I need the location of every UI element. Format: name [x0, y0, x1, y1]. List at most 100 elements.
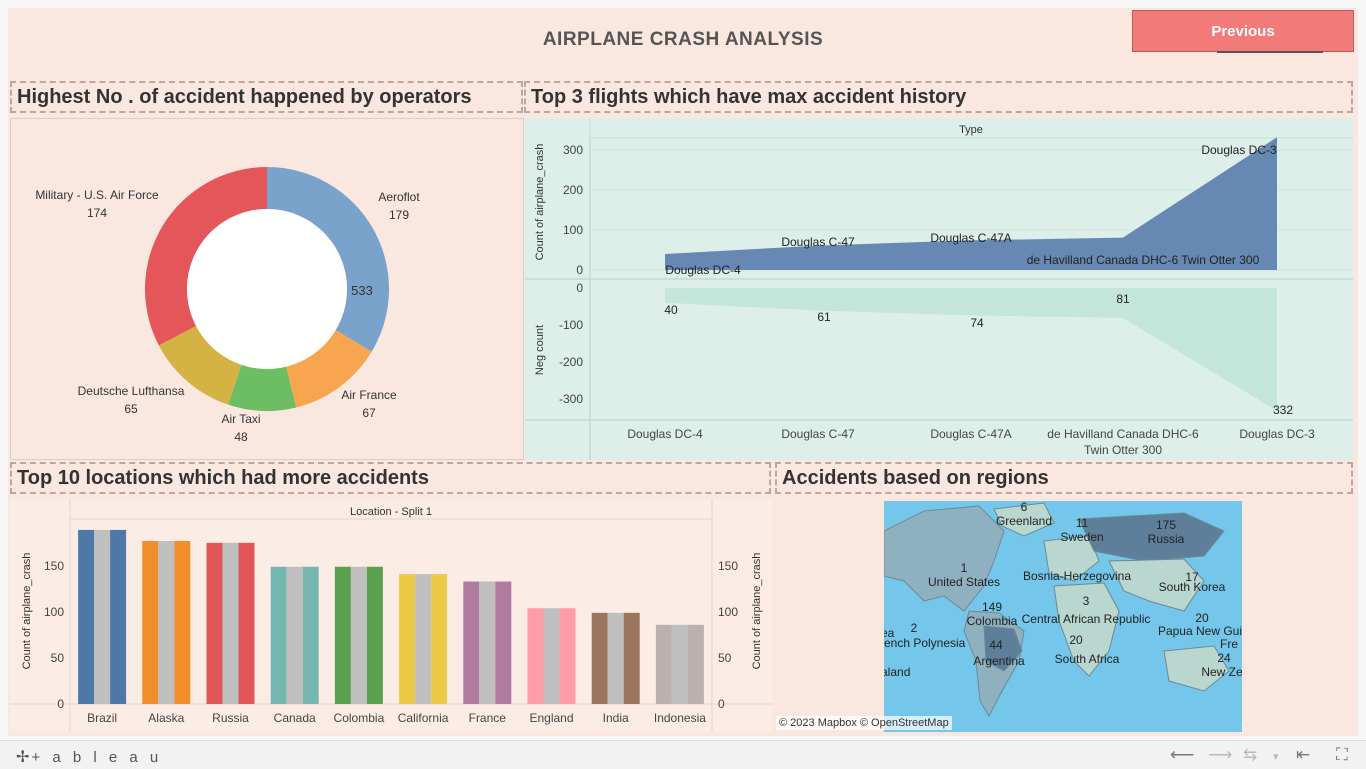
slice-label: Military - U.S. Air Force [35, 188, 159, 202]
brazil-shape [983, 625, 1023, 672]
operators-panel-title: Highest No . of accident happened by ope… [10, 81, 523, 113]
bar-right [559, 608, 576, 704]
bar-middle [479, 581, 496, 704]
map-value-label: 1 [961, 561, 968, 575]
bar-right [495, 581, 512, 704]
slice-value: 65 [124, 402, 138, 416]
x-tick-label: Douglas DC-3 [1239, 427, 1315, 441]
bar-left [78, 529, 95, 704]
map-region-label: Central African Republic [1022, 612, 1151, 626]
first-icon[interactable]: ⇤ [1296, 745, 1311, 764]
y-tick-top: 0 [576, 263, 583, 277]
map-region-label: Sweden [1060, 530, 1103, 544]
area-point-label: de Havilland Canada DHC-6 Twin Otter 300 [1027, 253, 1260, 267]
slice-value: 179 [389, 208, 409, 222]
y-tick-bottom: -200 [559, 355, 583, 369]
y-tick-top: 300 [563, 143, 583, 157]
bar-left [270, 566, 287, 704]
slice-label: Air France [341, 388, 397, 402]
previous-underline [1217, 51, 1323, 53]
area-value-label: 61 [817, 310, 831, 324]
y-tick-right: 50 [718, 651, 732, 665]
bar-right [687, 624, 704, 704]
bar-middle [94, 529, 111, 704]
x-tick-label: California [398, 711, 449, 725]
revert-icon[interactable]: ⇆ [1243, 745, 1258, 764]
chart-header: Location - Split 1 [350, 506, 432, 518]
map-region-label: New Ze [1201, 665, 1242, 679]
bar-left [655, 624, 672, 704]
x-tick-label: Canada [274, 711, 316, 725]
area-value-label: 81 [1116, 292, 1130, 306]
tableau-cross-icon: ✢ [16, 749, 30, 766]
area-point-label: Douglas DC-3 [1201, 143, 1277, 157]
flights-panel: Type 0 100 200 300 0 -100 -200 -300 Count of airp… [525, 118, 1353, 460]
x-tick-label: Russia [212, 711, 249, 725]
previous-button[interactable]: Previous [1132, 10, 1354, 52]
bar-middle [286, 566, 303, 704]
y-tick-right: 150 [718, 559, 738, 573]
area-value-label: 74 [970, 316, 984, 330]
area-value-label: 332 [1273, 403, 1293, 417]
x-tick-label: France [469, 711, 507, 725]
undo-icon[interactable]: ⟵ [1170, 745, 1195, 764]
revert-dropdown-icon[interactable]: ▾ [1273, 751, 1279, 763]
map-value-label: 149 [982, 600, 1002, 614]
bar-left [591, 612, 608, 704]
x-tick-label: India [603, 711, 629, 725]
slice-value: 174 [87, 206, 107, 220]
area-point-label: Douglas C-47 [781, 235, 855, 249]
map-attribution[interactable]: © 2023 Mapbox © OpenStreetMap [776, 716, 952, 730]
bar-left [334, 566, 351, 704]
slice-label: Aeroflot [378, 190, 420, 204]
europe-shape [1043, 535, 1100, 582]
greenland-shape [993, 502, 1055, 537]
x-tick-label: Douglas DC-4 [627, 427, 703, 441]
bar-right [238, 542, 255, 704]
map-value-label: 20 [1069, 633, 1083, 647]
fullscreen-icon[interactable]: ⛶ [1336, 745, 1348, 764]
map-region-label: Colombia [967, 614, 1018, 628]
y-tick-left: 0 [57, 697, 64, 711]
area-series-bottom [665, 288, 1277, 411]
bar-middle [222, 542, 239, 704]
operators-donut-chart: Aeroflot 179 Air France 67 Air Taxi 48 Deutsch… [35, 167, 420, 444]
y-label-bottom: Neg count [534, 325, 546, 375]
bar-right [174, 540, 191, 704]
bar-left [399, 574, 416, 704]
map-value-label: 24 [1217, 651, 1231, 665]
x-tick-label: Douglas C-47 [781, 427, 855, 441]
y-tick-left: 50 [51, 651, 65, 665]
map-value-label: 11 [1076, 516, 1089, 530]
map-value-label: 20 [1195, 611, 1209, 625]
australia-shape [1163, 645, 1230, 692]
bar-middle [158, 540, 175, 704]
y-tick-left: 100 [44, 605, 64, 619]
locations-bar-chart: Location - Split 1 0 0 50 50 100 100 150 150 Coun… [10, 499, 772, 731]
slice-label: Air Taxi [221, 412, 260, 426]
x-tick-label: England [529, 711, 573, 725]
tableau-toolbar: ✢ + a b l e a u ⟵ ⟶ ⇆ ▾ ⇤ ⛶ [0, 740, 1366, 769]
redo-icon[interactable]: ⟶ [1208, 745, 1233, 764]
map-region-label: South Africa [1055, 652, 1120, 666]
map-region-label: Fre [1220, 637, 1238, 651]
chart-header: Type [959, 124, 983, 136]
tableau-logo[interactable]: ✢ + a b l e a u [16, 747, 162, 767]
bar-middle [607, 612, 624, 704]
map-region-label: Bosnia-Herzegovina [1023, 569, 1131, 583]
y-tick-top: 200 [563, 183, 583, 197]
regions-map[interactable]: 6 Greenland 11 Sweden 175 Russia 1 United State… [884, 501, 1242, 732]
y-label-left: Count of airplane_crash [21, 553, 33, 670]
north-america-shape [884, 505, 1005, 612]
x-tick-label: Twin Otter 300 [1084, 443, 1162, 457]
africa-shape [1053, 582, 1120, 677]
tableau-wordmark: + a b l e a u [31, 748, 163, 766]
map-region-label: South Korea [1159, 580, 1226, 594]
map-region-label: Russia [1148, 532, 1185, 546]
y-tick-right: 100 [718, 605, 738, 619]
y-tick-bottom: -300 [559, 392, 583, 406]
locations-panel: Location - Split 1 0 0 50 50 100 100 150 150 Coun… [10, 499, 772, 731]
map-region-label: Greenland [996, 514, 1052, 528]
x-tick-label: Alaska [148, 711, 184, 725]
